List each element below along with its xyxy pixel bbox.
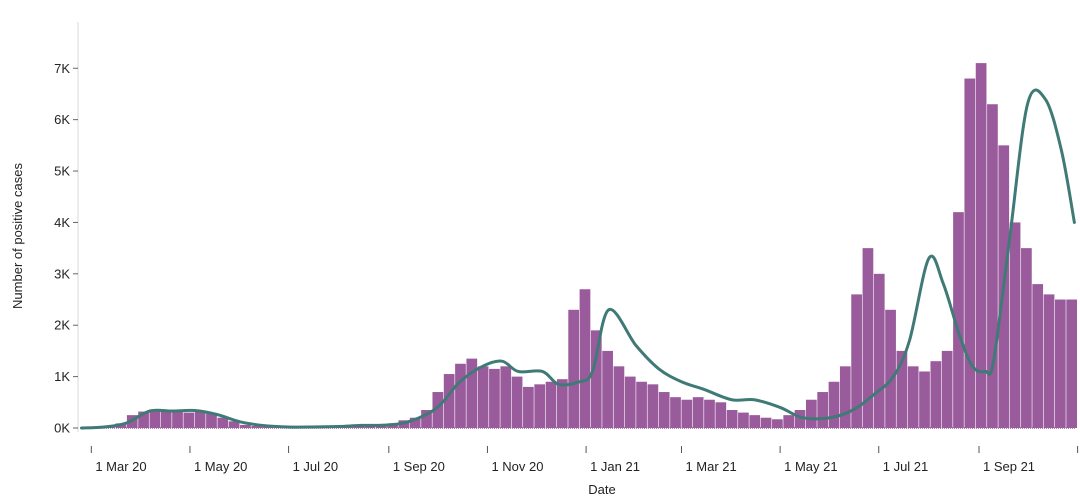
x-tick-label: 1 Sep 20	[393, 459, 445, 474]
x-tick-label: 1 May 21	[784, 459, 837, 474]
case-bar	[511, 376, 523, 428]
x-tick-label: 1 Jul 20	[293, 459, 339, 474]
y-tick-label: 2K	[54, 318, 70, 333]
case-bar	[251, 425, 263, 428]
case-bar	[953, 212, 964, 428]
case-bar	[704, 399, 715, 428]
case-bar	[455, 363, 466, 428]
x-ticks: 1 Mar 20 1 May 20 1 Jul 20 1 Sep 20 1 Nov 20…	[90, 446, 1079, 474]
case-bar	[1032, 284, 1044, 428]
case-bar	[783, 415, 795, 428]
case-bar	[681, 399, 693, 428]
case-bar	[1043, 294, 1055, 428]
case-bar	[772, 419, 783, 428]
x-tick-label: 1 Jan 21	[590, 459, 640, 474]
case-bar	[919, 371, 930, 428]
x-tick-label: 1 Sep 21	[983, 459, 1035, 474]
y-axis-title: Number of positive cases	[10, 163, 25, 309]
y-tick-label: 5K	[54, 164, 70, 179]
case-bar	[443, 374, 455, 428]
case-bar	[523, 386, 534, 428]
case-bar	[183, 412, 195, 428]
case-bar	[579, 289, 591, 428]
case-bar	[794, 410, 806, 428]
case-bar	[489, 368, 500, 428]
case-bar	[602, 350, 613, 428]
case-bar	[568, 309, 580, 428]
case-bar	[873, 273, 885, 428]
case-bar	[817, 392, 829, 428]
case-bar	[715, 402, 727, 428]
bars-layer	[80, 63, 1078, 429]
case-bar	[1054, 299, 1066, 428]
case-bar	[1021, 248, 1032, 428]
case-bar	[556, 379, 568, 428]
case-bar	[907, 366, 919, 428]
case-bar	[839, 366, 851, 428]
y-tick-label: 0K	[54, 421, 70, 436]
case-bar	[760, 417, 772, 428]
case-bar	[206, 413, 217, 428]
x-tick-label: 1 May 20	[194, 459, 247, 474]
y-tick-label: 3K	[54, 266, 70, 281]
case-bar	[692, 397, 704, 428]
moving-average-line	[80, 88, 1076, 430]
case-bar	[624, 376, 636, 428]
x-tick-label: 1 Mar 21	[685, 459, 736, 474]
case-bar	[138, 411, 149, 428]
case-bar	[1066, 299, 1078, 428]
case-bar	[636, 381, 647, 428]
case-bar	[149, 410, 161, 428]
y-ticks: 0K 1K 2K 3K 4K 5K 6K 7K	[54, 61, 78, 436]
case-bar	[1009, 222, 1021, 428]
case-bar	[228, 421, 240, 428]
case-bar	[477, 366, 489, 428]
x-axis-title: Date	[588, 482, 615, 497]
case-bar	[941, 350, 953, 428]
case-bar	[534, 384, 546, 428]
case-bar	[647, 384, 659, 428]
case-bar	[613, 366, 625, 428]
y-tick-label: 1K	[54, 369, 70, 384]
case-bar	[930, 361, 942, 428]
y-tick-label: 7K	[54, 61, 70, 76]
case-bar	[160, 411, 172, 428]
case-bar	[466, 358, 478, 428]
y-tick-label: 4K	[54, 215, 70, 230]
x-tick-label: 1 Jul 21	[883, 459, 929, 474]
case-bar	[851, 294, 862, 428]
case-bar	[975, 63, 987, 429]
y-tick-label: 6K	[54, 112, 70, 127]
case-bar	[590, 330, 602, 428]
x-tick-label: 1 Mar 20	[95, 459, 146, 474]
case-bar	[432, 392, 444, 428]
case-bar	[987, 104, 998, 428]
line-layer	[80, 88, 1076, 430]
case-bar	[862, 248, 874, 428]
case-bar	[738, 412, 749, 428]
case-bar	[172, 410, 183, 428]
case-bar	[805, 399, 817, 428]
case-bar	[726, 410, 738, 428]
case-bar	[240, 424, 251, 428]
case-bar	[545, 381, 557, 428]
case-bar	[658, 392, 670, 428]
case-bar	[828, 381, 840, 428]
x-tick-label: 1 Nov 20	[491, 459, 543, 474]
case-bar	[749, 415, 761, 428]
case-bar	[217, 417, 229, 428]
case-bar	[409, 417, 421, 428]
case-bar	[421, 410, 432, 428]
case-bar	[500, 366, 512, 428]
case-bar	[885, 309, 896, 428]
case-bar	[194, 410, 206, 428]
case-bar	[670, 397, 681, 428]
case-bar	[964, 78, 976, 428]
case-bar	[896, 350, 908, 428]
